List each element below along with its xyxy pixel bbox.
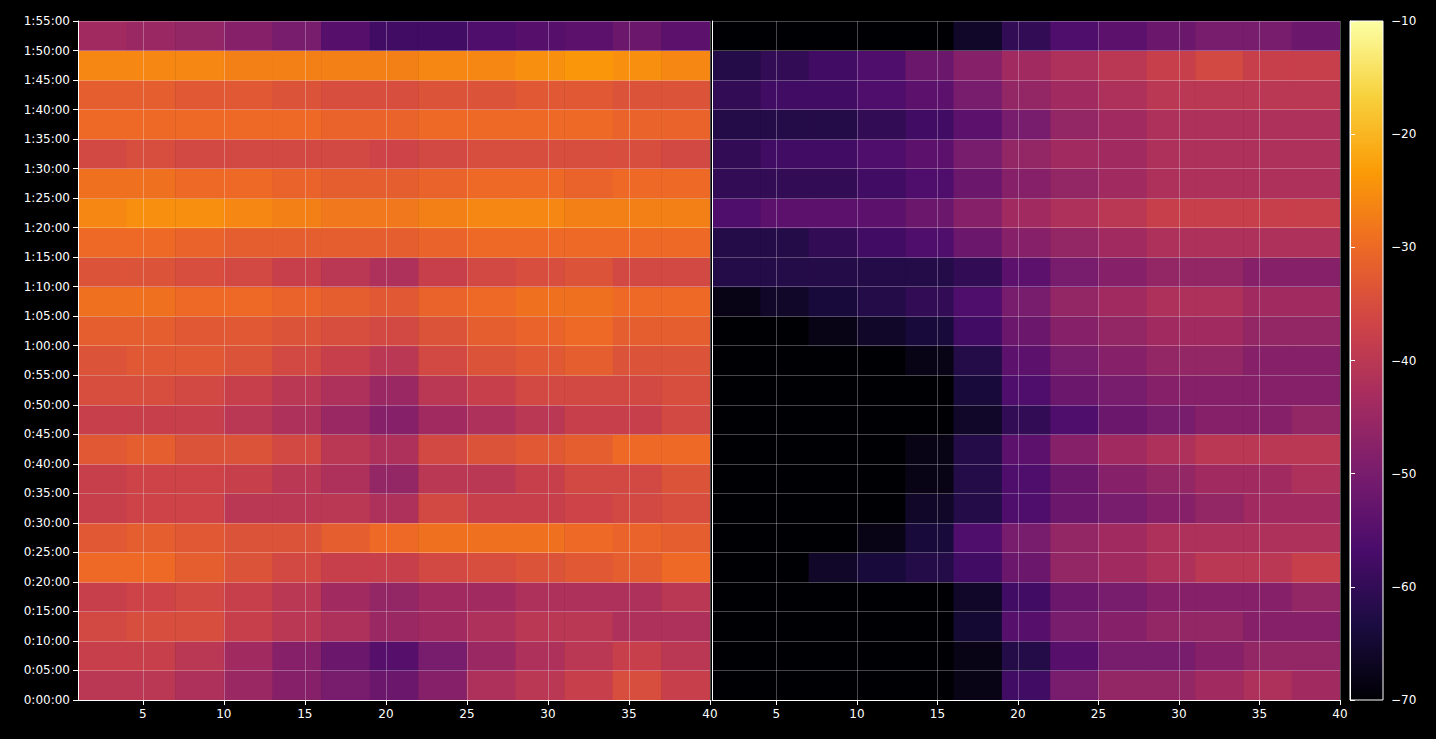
svg-text:0:55:00: 0:55:00 — [24, 368, 70, 382]
svg-text:20: 20 — [1010, 707, 1025, 721]
svg-text:−50: −50 — [1391, 467, 1416, 481]
svg-text:5: 5 — [773, 707, 781, 721]
svg-text:30: 30 — [540, 707, 555, 721]
svg-text:1:35:00: 1:35:00 — [24, 132, 70, 146]
svg-text:−60: −60 — [1391, 580, 1416, 594]
svg-text:25: 25 — [1091, 707, 1106, 721]
svg-text:1:10:00: 1:10:00 — [24, 280, 70, 294]
svg-text:1:00:00: 1:00:00 — [24, 339, 70, 353]
svg-text:1:05:00: 1:05:00 — [24, 309, 70, 323]
svg-text:0:45:00: 0:45:00 — [24, 427, 70, 441]
svg-text:25: 25 — [459, 707, 474, 721]
svg-text:15: 15 — [297, 707, 312, 721]
svg-text:30: 30 — [1171, 707, 1186, 721]
svg-text:10: 10 — [849, 707, 864, 721]
svg-text:1:15:00: 1:15:00 — [24, 250, 70, 264]
svg-text:35: 35 — [621, 707, 636, 721]
svg-text:1:45:00: 1:45:00 — [24, 73, 70, 87]
svg-text:0:00:00: 0:00:00 — [24, 693, 70, 707]
svg-text:−30: −30 — [1391, 240, 1416, 254]
svg-text:15: 15 — [930, 707, 945, 721]
svg-text:1:50:00: 1:50:00 — [24, 44, 70, 58]
svg-text:−70: −70 — [1391, 693, 1416, 707]
svg-text:1:55:00: 1:55:00 — [24, 14, 70, 28]
svg-text:0:25:00: 0:25:00 — [24, 545, 70, 559]
svg-text:0:50:00: 0:50:00 — [24, 398, 70, 412]
svg-text:0:05:00: 0:05:00 — [24, 663, 70, 677]
svg-text:1:30:00: 1:30:00 — [24, 162, 70, 176]
svg-text:1:25:00: 1:25:00 — [24, 191, 70, 205]
svg-text:35: 35 — [1252, 707, 1267, 721]
svg-text:0:15:00: 0:15:00 — [24, 604, 70, 618]
svg-text:−20: −20 — [1391, 127, 1416, 141]
svg-text:40: 40 — [702, 707, 717, 721]
svg-text:−40: −40 — [1391, 354, 1416, 368]
svg-text:1:20:00: 1:20:00 — [24, 221, 70, 235]
svg-text:0:35:00: 0:35:00 — [24, 486, 70, 500]
svg-text:0:30:00: 0:30:00 — [24, 516, 70, 530]
svg-text:10: 10 — [216, 707, 231, 721]
svg-text:20: 20 — [378, 707, 393, 721]
svg-text:0:10:00: 0:10:00 — [24, 634, 70, 648]
svg-text:−10: −10 — [1391, 14, 1416, 28]
svg-text:0:40:00: 0:40:00 — [24, 457, 70, 471]
svg-text:1:40:00: 1:40:00 — [24, 103, 70, 117]
svg-text:40: 40 — [1332, 707, 1347, 721]
svg-text:5: 5 — [139, 707, 147, 721]
svg-text:0:20:00: 0:20:00 — [24, 575, 70, 589]
